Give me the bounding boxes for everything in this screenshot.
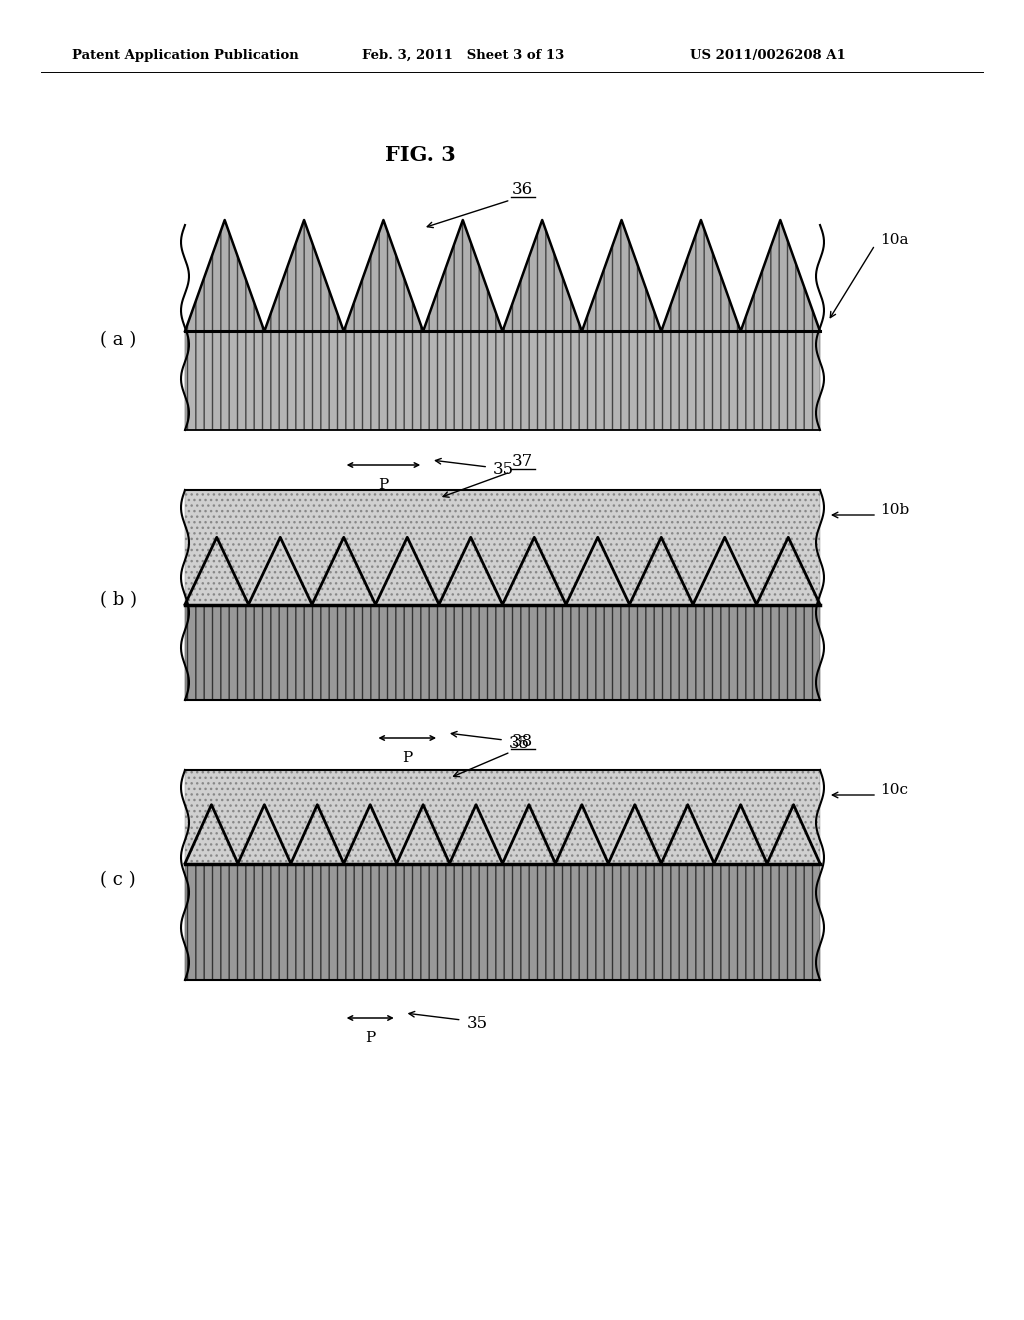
Polygon shape (344, 220, 423, 331)
Text: US 2011/0026208 A1: US 2011/0026208 A1 (690, 49, 846, 62)
Text: ( a ): ( a ) (100, 331, 136, 348)
Bar (185, 605, 820, 700)
Text: Feb. 3, 2011   Sheet 3 of 13: Feb. 3, 2011 Sheet 3 of 13 (362, 49, 564, 62)
Text: 35: 35 (509, 734, 530, 751)
Bar (185, 770, 820, 863)
Bar (185, 605, 820, 700)
Text: FIG. 3: FIG. 3 (385, 145, 456, 165)
Bar (185, 331, 820, 430)
Polygon shape (264, 220, 344, 331)
Text: 10c: 10c (880, 783, 908, 797)
Text: P: P (378, 478, 388, 492)
Text: 35: 35 (494, 462, 514, 479)
Text: 38: 38 (512, 734, 534, 751)
Polygon shape (662, 220, 740, 331)
Bar (185, 331, 820, 430)
Bar (185, 490, 820, 605)
Text: Patent Application Publication: Patent Application Publication (72, 49, 299, 62)
Text: P: P (402, 751, 413, 766)
Bar (185, 863, 820, 979)
Polygon shape (185, 220, 264, 331)
Bar (185, 490, 820, 605)
Text: 36: 36 (512, 181, 534, 198)
Polygon shape (503, 220, 582, 331)
Text: P: P (366, 1031, 376, 1045)
Bar (185, 770, 820, 863)
Text: 37: 37 (512, 454, 534, 470)
Bar (185, 863, 820, 979)
Text: 35: 35 (467, 1015, 487, 1031)
Polygon shape (582, 220, 662, 331)
Text: ( b ): ( b ) (99, 591, 136, 609)
Polygon shape (740, 220, 820, 331)
Text: ( c ): ( c ) (100, 871, 136, 888)
Text: 10a: 10a (880, 234, 908, 247)
Text: 10b: 10b (880, 503, 909, 517)
Polygon shape (423, 220, 503, 331)
